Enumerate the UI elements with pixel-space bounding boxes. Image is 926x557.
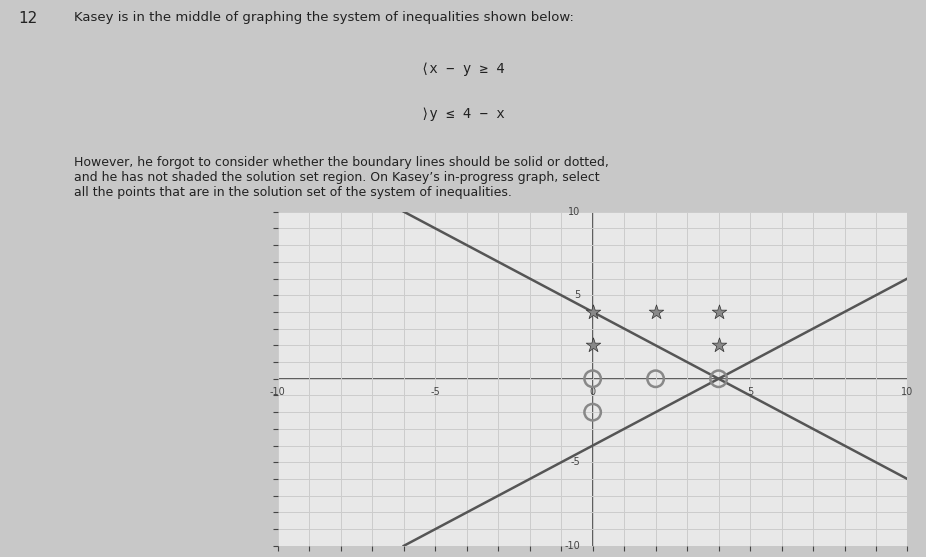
Text: ⟩y ≤ 4 − x: ⟩y ≤ 4 − x xyxy=(421,107,505,121)
Point xyxy=(585,374,600,383)
Text: -10: -10 xyxy=(564,541,580,551)
Point xyxy=(585,408,600,417)
Text: 5: 5 xyxy=(747,387,753,397)
Text: -10: -10 xyxy=(269,387,286,397)
Text: -5: -5 xyxy=(570,457,580,467)
Point xyxy=(648,307,663,316)
Text: ⟨x − y ≥ 4: ⟨x − y ≥ 4 xyxy=(421,62,505,76)
Point xyxy=(711,307,726,316)
Text: 0: 0 xyxy=(590,387,595,397)
Point xyxy=(648,374,663,383)
Text: 10: 10 xyxy=(568,207,580,217)
Point xyxy=(711,374,726,383)
Text: 5: 5 xyxy=(574,290,580,300)
Point xyxy=(711,341,726,350)
Text: -5: -5 xyxy=(431,387,440,397)
Text: 12: 12 xyxy=(19,11,38,26)
Text: However, he forgot to consider whether the boundary lines should be solid or dot: However, he forgot to consider whether t… xyxy=(74,156,609,199)
Point xyxy=(585,307,600,316)
Point xyxy=(585,341,600,350)
Text: Kasey is in the middle of graphing the system of inequalities shown below:: Kasey is in the middle of graphing the s… xyxy=(74,11,574,24)
Text: 10: 10 xyxy=(901,387,914,397)
